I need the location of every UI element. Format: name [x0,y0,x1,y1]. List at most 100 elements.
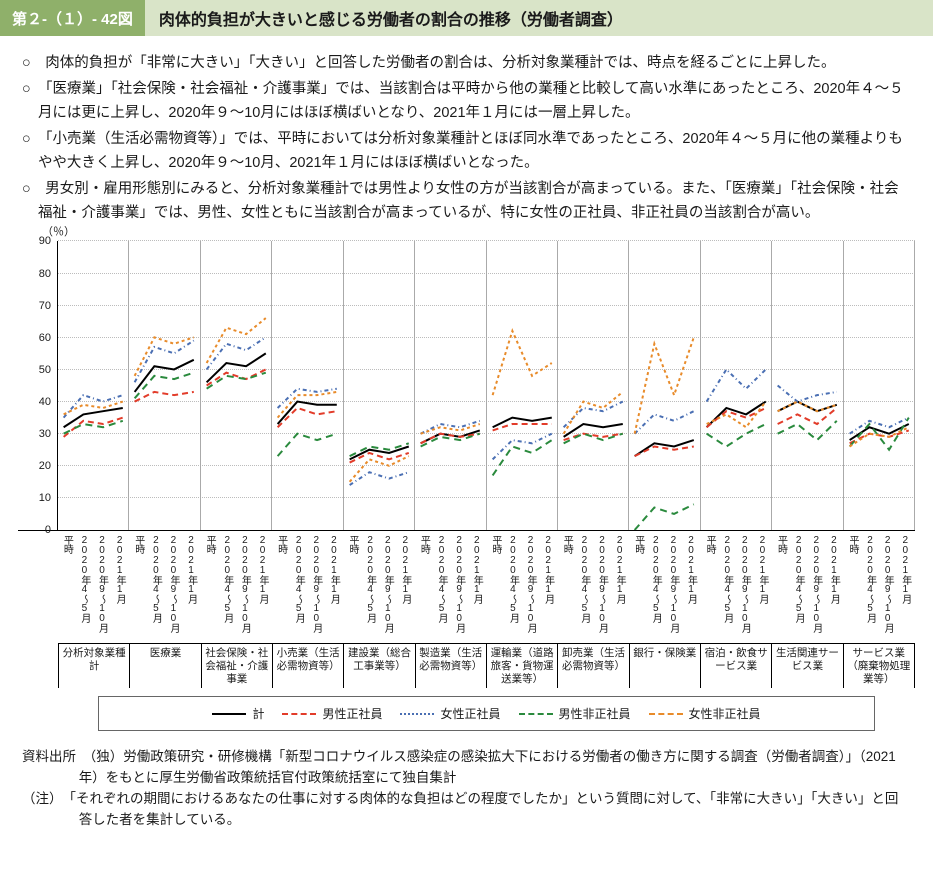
category-label: 宿泊・飲食サービス業 [701,643,772,688]
legend-item: 男性正社員 [282,705,382,722]
x-tick-label: 平時 [487,531,505,643]
category-label: 生活関連サービス業 [772,643,843,688]
x-tick-label: 2020年4〜5月 [290,531,308,643]
series-line [278,402,337,424]
category-label: 分析対象業種計 [58,643,130,688]
legend-item: 女性正社員 [400,705,500,722]
x-tick-label: 2020年4〜5月 [576,531,594,643]
x-label-group: 平時2020年4〜5月2020年9〜10月2021年1月 [558,531,629,643]
x-tick-label: 平時 [272,531,290,643]
x-label-group: 平時2020年4〜5月2020年9〜10月2021年1月 [629,531,700,643]
legend-swatch [519,713,553,715]
legend-swatch [649,713,683,715]
x-tick-label: 2020年4〜5月 [861,531,879,643]
series-line [564,392,623,434]
x-tick-label: 平時 [629,531,647,643]
x-tick-label: 平時 [58,531,76,643]
category-label: 医療業 [130,643,201,688]
series-line [706,370,765,402]
series-line [635,338,694,434]
x-tick-label: 平時 [772,531,790,643]
legend-item: 男性非正社員 [519,705,631,722]
x-label-group: 平時2020年4〜5月2020年9〜10月2021年1月 [701,531,772,643]
x-label-group: 平時2020年4〜5月2020年9〜10月2021年1月 [844,531,915,643]
x-tick-label: 2021年1月 [825,531,843,643]
figure-header: 第２-（１）- 42図 肉体的負担が大きいと感じる労働者の割合の推移（労働者調査… [0,0,933,36]
x-tick-label: 2020年9〜10月 [307,531,325,643]
x-tick-label: 2020年4〜5月 [718,531,736,643]
y-tick-label: 90 [39,235,51,247]
series-line [278,434,337,456]
note-text: （注） 「それぞれの期間におけるあなたの仕事に対する肉体的な負担はどの程度でした… [22,789,911,831]
series-line [492,331,551,395]
chart-panel [129,241,200,530]
legend-label: 女性正社員 [440,705,500,722]
chart: （％） 0102030405060708090 平時2020年4〜5月2020年… [0,241,933,737]
category-label: 製造業（生活必需物資等） [416,643,487,688]
category-label: 運輸業（道路旅客・貨物運送業等） [487,643,558,688]
y-tick-label: 50 [39,364,51,376]
chart-panels [58,241,915,530]
chart-panel [58,241,129,530]
x-tick-label: 平時 [344,531,362,643]
x-tick-label: 2020年9〜10月 [879,531,897,643]
x-axis: 平時2020年4〜5月2020年9〜10月2021年1月平時2020年4〜5月2… [58,531,915,643]
x-tick-label: 2020年4〜5月 [504,531,522,643]
y-tick-label: 10 [39,492,51,504]
series-line [635,447,694,457]
series-line [635,412,694,434]
x-tick-label: 2021年1月 [254,531,272,643]
chart-panel [844,241,915,530]
legend-label: 女性非正社員 [689,705,761,722]
x-tick-label: 2020年9〜10月 [450,531,468,643]
summary-bullet: ○ 「医療業」「社会保険・社会福祉・介護事業」では、当該割合は平時から他の業種と… [22,78,911,126]
chart-plot-area: 0102030405060708090 [18,241,915,531]
x-tick-label: 2021年1月 [468,531,486,643]
series-line [278,408,337,427]
series-line [349,473,408,486]
x-tick-label: 2020年9〜10月 [807,531,825,643]
x-tick-label: 2020年9〜10月 [736,531,754,643]
footnotes: 資料出所 （独）労働政策研究・研修機構「新型コロナウイルス感染症の感染拡大下にお… [0,737,933,849]
legend-swatch [212,713,246,715]
series-line [778,421,837,440]
x-label-group: 平時2020年4〜5月2020年9〜10月2021年1月 [129,531,200,643]
chart-panel [558,241,629,530]
series-line [492,424,551,430]
legend-label: 男性非正社員 [559,705,631,722]
x-tick-label: 平時 [844,531,862,643]
summary-bullet: ○ 「小売業（生活必需物資等）」では、平時においては分析対象業種計とほぼ同水準で… [22,128,911,176]
x-tick-label: 平時 [701,531,719,643]
chart-panel [701,241,772,530]
series-line [206,319,265,364]
summary-bullet: ○ 男女別・雇用形態別にみると、分析対象業種計では男性より女性の方が当該割合が高… [22,178,911,226]
chart-panel [344,241,415,530]
x-tick-label: 平時 [201,531,219,643]
x-tick-label: 2020年4〜5月 [790,531,808,643]
y-axis: 0102030405060708090 [18,241,58,530]
series-line [706,424,765,446]
series-line [421,434,480,444]
x-tick-label: 2020年4〜5月 [147,531,165,643]
summary-bullet: ○ 肉体的負担が「非常に大きい」「大きい」と回答した労働者の割合は、分析対象業種… [22,52,911,76]
series-line [778,408,837,424]
x-tick-label: 平時 [415,531,433,643]
chart-panel [201,241,272,530]
category-label: 銀行・保険業 [630,643,701,688]
y-tick-label: 30 [39,428,51,440]
category-label: サービス業（廃棄物処理業等） [844,643,915,688]
series-line [135,338,194,377]
x-tick-label: 平時 [558,531,576,643]
y-tick-label: 70 [39,300,51,312]
x-tick-label: 2020年4〜5月 [361,531,379,643]
legend-label: 男性正社員 [322,705,382,722]
series-line [135,392,194,402]
x-tick-label: 2020年9〜10月 [665,531,683,643]
chart-panel [629,241,700,530]
x-tick-label: 2021年1月 [611,531,629,643]
series-line [421,421,480,434]
x-tick-label: 2020年9〜10月 [379,531,397,643]
y-tick-label: 20 [39,460,51,472]
x-tick-label: 2021年1月 [539,531,557,643]
legend-label: 計 [252,705,264,722]
